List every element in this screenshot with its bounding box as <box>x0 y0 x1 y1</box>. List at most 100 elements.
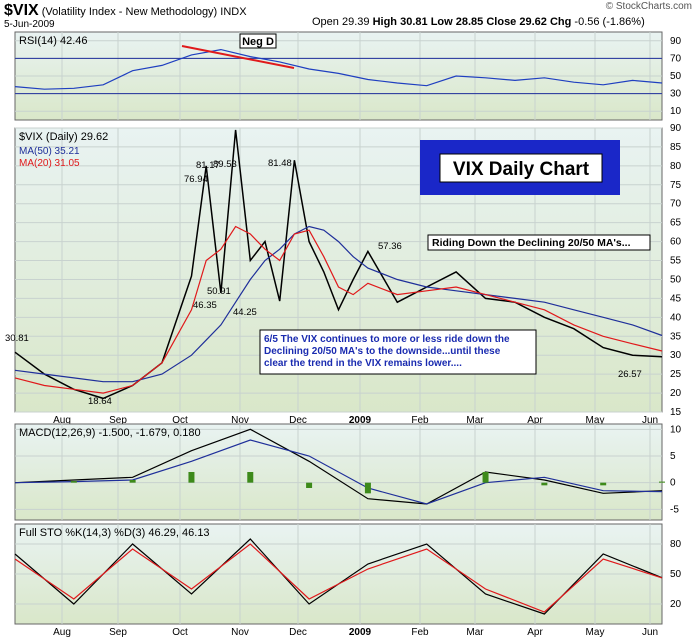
index-name: (Volatility Index - New Methodology) <box>41 6 218 18</box>
month-label: Aug <box>53 415 71 426</box>
y-tick-label: 85 <box>670 142 682 153</box>
series-line-price-2 <box>14 225 663 394</box>
macd-histogram-bar <box>70 481 77 483</box>
y-tick-label: -5 <box>670 504 679 515</box>
month-label: Oct <box>172 627 188 638</box>
exchange: INDX <box>220 6 247 18</box>
close-label: Close <box>486 16 517 28</box>
y-tick-label: 45 <box>670 293 682 304</box>
series-line-macd-1 <box>14 439 663 505</box>
y-tick-label: 80 <box>670 161 682 172</box>
legend-ma20: MA(20) 31.05 <box>19 158 80 169</box>
month-label: Mar <box>466 627 484 638</box>
divergence-line <box>181 45 295 69</box>
y-tick-label: 15 <box>670 407 682 418</box>
price-label: 57.36 <box>378 241 402 252</box>
macd-histogram-bar <box>600 482 607 486</box>
month-label: Aug <box>53 627 71 638</box>
month-label: Jun <box>642 627 658 638</box>
month-label: Dec <box>289 415 307 426</box>
macd-histogram-bar <box>482 472 489 483</box>
y-tick-label: 30 <box>670 350 682 361</box>
month-label: Nov <box>231 627 249 638</box>
watermark: © StockCharts.com <box>605 1 692 12</box>
month-label: Apr <box>527 415 543 426</box>
y-tick-label: 0 <box>670 478 676 489</box>
title-box-inner <box>439 153 603 183</box>
y-tick-label: 55 <box>670 256 682 267</box>
y-tick-label: 30 <box>670 89 682 100</box>
month-label: 2009 <box>349 415 372 426</box>
y-tick-label: 50 <box>670 71 682 82</box>
close-value: 29.62 <box>519 16 547 28</box>
month-label: Sep <box>109 415 127 426</box>
macd-histogram-bar <box>188 472 195 483</box>
y-tick-label: 25 <box>670 369 682 380</box>
month-label: May <box>586 627 605 638</box>
chg-value: -0.56 (-1.86%) <box>574 16 645 28</box>
y-tick-label: 60 <box>670 237 682 248</box>
macd-histogram-bar <box>247 472 254 483</box>
y-tick-label: 10 <box>670 424 682 435</box>
open-value: 29.39 <box>341 16 370 28</box>
macd-histogram-bar <box>541 482 548 486</box>
y-tick-label: 50 <box>670 274 682 285</box>
y-tick-label: 20 <box>670 599 682 610</box>
y-tick-label: 35 <box>670 331 682 342</box>
y-tick-label: 20 <box>670 388 682 399</box>
note2-box <box>259 329 537 375</box>
note2-line: Declining 20/50 MA's to the downside...u… <box>264 346 501 357</box>
y-tick-label: 90 <box>670 123 682 134</box>
month-label: Mar <box>466 415 484 426</box>
low-label: Low <box>430 16 453 28</box>
series-line-price-1 <box>14 225 663 383</box>
title-box-text: VIX Daily Chart <box>453 159 590 180</box>
month-label: Feb <box>411 627 429 638</box>
price-label: 30.81 <box>5 333 29 344</box>
note2-line: 6/5 The VIX continues to more or less ri… <box>264 334 510 345</box>
note2-line: clear the trend in the VIX remains lower… <box>264 358 462 369</box>
month-label: 2009 <box>349 627 372 638</box>
neg-d-label: Neg D <box>242 36 274 48</box>
month-label: Jun <box>642 415 658 426</box>
month-label: Sep <box>109 627 127 638</box>
macd-histogram-bar <box>659 481 665 483</box>
month-label: Oct <box>172 415 188 426</box>
legend-price: $VIX (Daily) 29.62 <box>19 131 108 143</box>
open-label: Open <box>312 16 339 28</box>
y-tick-label: 40 <box>670 312 682 323</box>
month-label: Apr <box>527 627 543 638</box>
macd-histogram-bar <box>306 482 313 488</box>
y-tick-label: 70 <box>670 53 682 64</box>
symbol: $VIX <box>4 2 39 19</box>
high-value: 30.81 <box>400 16 428 28</box>
price-label: 46.35 <box>193 300 217 311</box>
series-line-rsi-0 <box>14 48 663 90</box>
high-label: High <box>372 16 398 28</box>
legend-stochastic: Full STO %K(14,3) %D(3) 46.29, 46.13 <box>19 527 210 539</box>
month-label: Nov <box>231 415 249 426</box>
price-label: 18.64 <box>88 396 112 407</box>
y-tick-label: 10 <box>670 106 682 117</box>
legend-macd: MACD(12,26,9) -1.500, -1.679, 0.180 <box>19 427 201 439</box>
price-label: 76.94 <box>184 174 208 185</box>
price-label: 26.57 <box>618 369 642 380</box>
macd-histogram-bar <box>364 482 371 494</box>
y-tick-label: 65 <box>670 218 682 229</box>
macd-histogram-bar <box>129 480 136 483</box>
y-tick-label: 5 <box>670 451 676 462</box>
chg-label: Chg <box>549 16 572 28</box>
price-label: 81.48 <box>268 158 292 169</box>
price-label: 50.91 <box>207 286 231 297</box>
neg-d-box <box>239 33 277 49</box>
price-label: 44.25 <box>233 307 257 318</box>
y-tick-label: 90 <box>670 36 682 47</box>
month-label: Feb <box>411 415 429 426</box>
y-tick-label: 50 <box>670 569 682 580</box>
y-tick-label: 70 <box>670 199 682 210</box>
low-value: 28.85 <box>455 16 484 28</box>
series-line-macd-0 <box>14 428 663 505</box>
chart-date: 5-Jun-2009 <box>4 19 55 30</box>
y-tick-label: 80 <box>670 539 682 550</box>
